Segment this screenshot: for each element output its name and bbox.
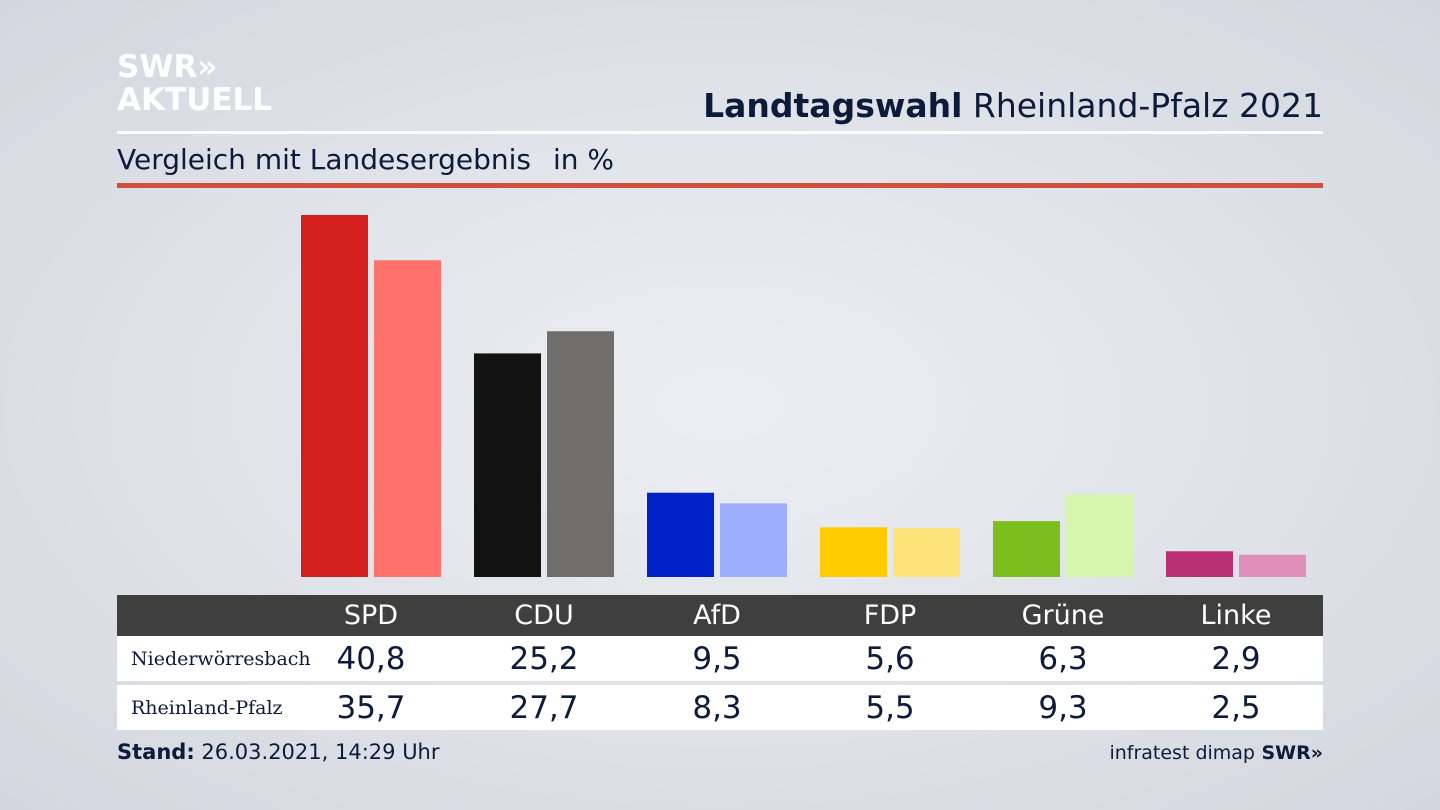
table-cell: 2,9 <box>1211 640 1261 677</box>
table-cell: 40,8 <box>336 640 406 677</box>
table-row-rheinland-pfalz: Rheinland-Pfalz 35,7 27,7 8,3 5,5 9,3 2,5 <box>117 685 1323 730</box>
table-cell: 9,3 <box>1038 689 1088 726</box>
bar-fdp-local <box>820 527 887 577</box>
table-cell: 8,3 <box>692 689 742 726</box>
results-table: SPD CDU AfD FDP Grüne Linke Niederwörresbach … <box>117 595 1323 730</box>
column-header: Grüne <box>1021 600 1105 631</box>
bar-spd-state <box>374 260 441 577</box>
page-title: Landtagswahl Rheinland-Pfalz 2021 <box>703 86 1323 125</box>
swr-footer-logo: SWR» <box>1261 742 1323 764</box>
column-header: SPD <box>343 600 399 631</box>
source-label: infratest dimap <box>1109 742 1255 764</box>
bar-afd-local <box>647 492 714 577</box>
accent-divider <box>117 183 1323 188</box>
row-label: Rheinland-Pfalz <box>131 696 283 719</box>
table-cell: 25,2 <box>509 640 579 677</box>
column-header: FDP <box>863 600 917 631</box>
table-header-row: SPD CDU AfD FDP Grüne Linke <box>117 595 1323 636</box>
bar-cdu-state <box>547 331 614 577</box>
bar-cdu-local <box>474 353 541 577</box>
swr-aktuell-logo: SWR» AKTUELL <box>117 52 272 116</box>
table-cell: 5,6 <box>865 640 915 677</box>
bar-grne-state <box>1066 494 1133 577</box>
subtitle-text: Vergleich mit Landesergebnis <box>117 143 531 176</box>
bar-grne-local <box>993 521 1060 577</box>
column-header: Linke <box>1200 600 1272 631</box>
table-cell: 2,5 <box>1211 689 1261 726</box>
logo-line-1: SWR» <box>117 49 218 85</box>
row-label: Niederwörresbach <box>131 647 311 670</box>
table-cell: 27,7 <box>509 689 579 726</box>
stand-label: Stand: <box>117 740 195 764</box>
table-row-niederwoerresbach: Niederwörresbach 40,8 25,2 9,5 5,6 6,3 2,9 <box>117 636 1323 681</box>
column-header: CDU <box>514 600 574 631</box>
chart-subtitle: Vergleich mit Landesergebnis in % <box>117 143 614 176</box>
stand-value: 26.03.2021, 14:29 Uhr <box>201 740 440 764</box>
table-cell: 9,5 <box>692 640 742 677</box>
stand-timestamp: Stand: 26.03.2021, 14:29 Uhr <box>117 740 440 764</box>
logo-line-2: AKTUELL <box>117 82 273 118</box>
title-rest: Rheinland-Pfalz 2021 <box>972 86 1323 125</box>
bar-linke-state <box>1239 554 1306 577</box>
subtitle-unit: in % <box>552 143 615 176</box>
table-cell: 6,3 <box>1038 640 1088 677</box>
bar-afd-state <box>720 503 787 577</box>
header-divider <box>117 131 1323 134</box>
table-cell: 5,5 <box>865 689 915 726</box>
bar-spd-local <box>301 215 368 577</box>
title-bold: Landtagswahl <box>703 86 963 125</box>
bar-linke-local <box>1166 551 1233 577</box>
table-cell: 35,7 <box>336 689 406 726</box>
bar-fdp-state <box>893 528 960 577</box>
column-header: AfD <box>693 600 741 631</box>
